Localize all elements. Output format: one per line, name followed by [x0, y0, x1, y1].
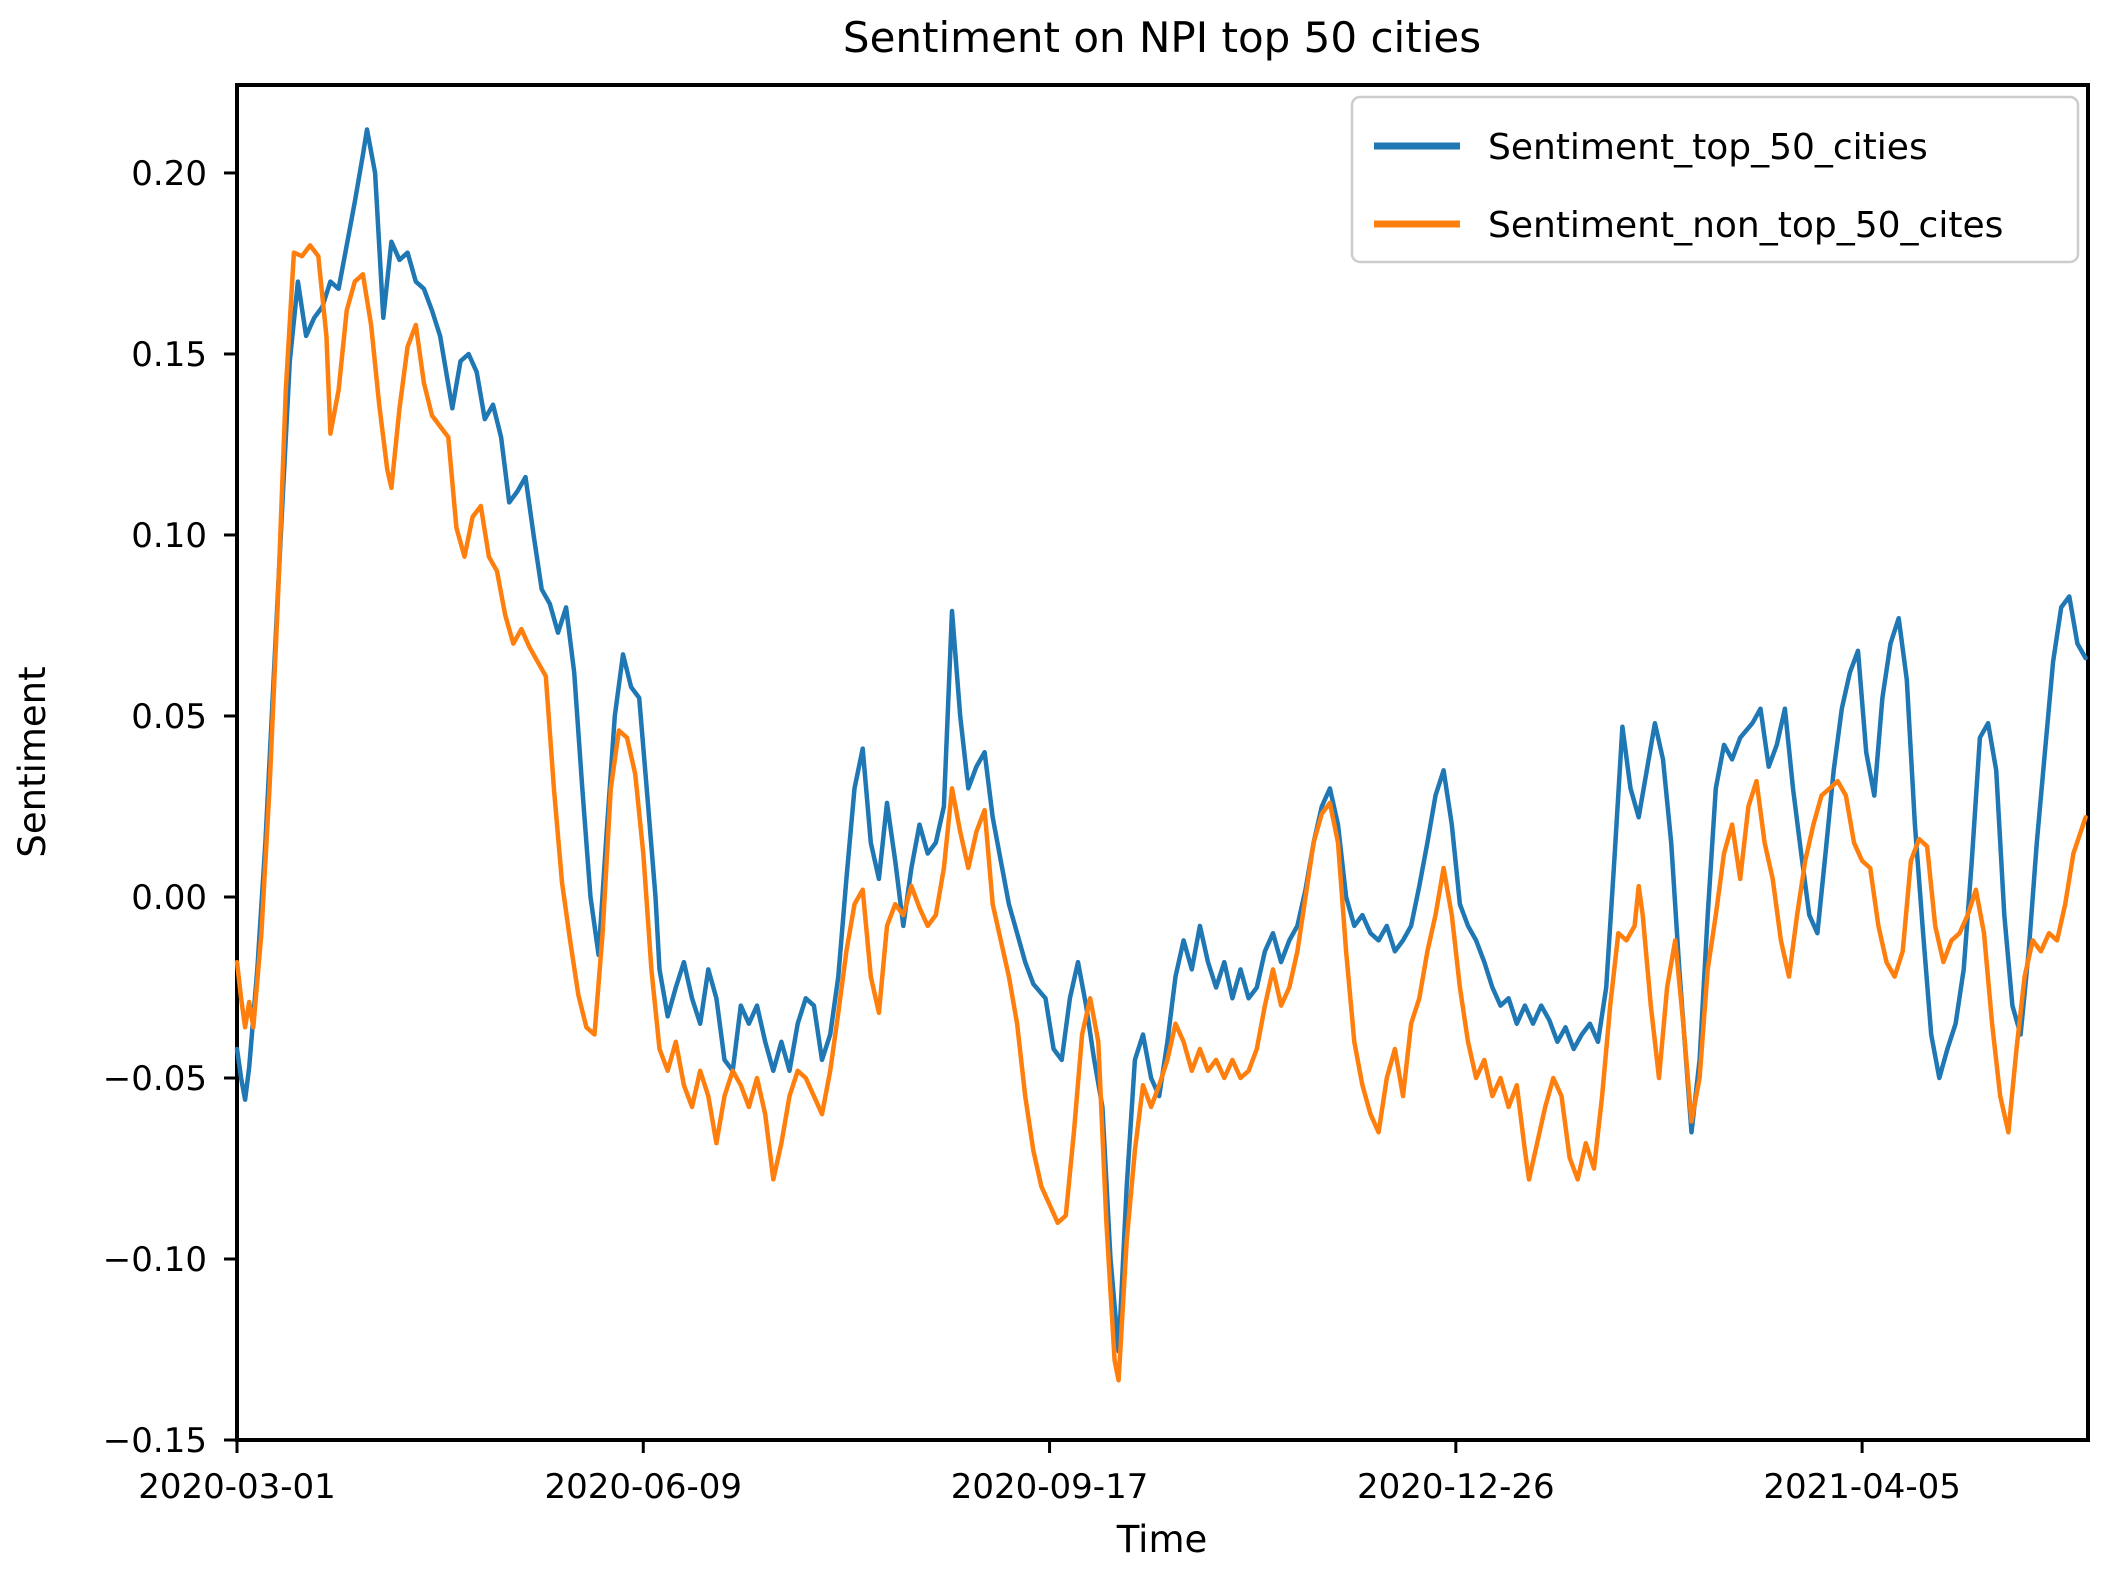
- x-tick-label: 2020-03-01: [138, 1467, 336, 1507]
- y-axis-ticks: 0.20 0.15 0.10 0.05 0.00 −0.05 −0.10 −0.15: [103, 154, 237, 1461]
- series-line-0: [234, 127, 2088, 1354]
- x-axis-label: Time: [1116, 1518, 1208, 1561]
- y-tick-label: 0.00: [131, 878, 207, 918]
- x-tick-label: 2020-12-26: [1357, 1467, 1555, 1507]
- x-tick-label: 2020-09-17: [951, 1467, 1149, 1507]
- series-layer: [234, 127, 2088, 1383]
- y-tick-label: 0.05: [131, 697, 207, 737]
- y-tick-label: −0.05: [103, 1059, 207, 1099]
- x-tick-label: 2020-06-09: [544, 1467, 742, 1507]
- legend-label-top-50: Sentiment_top_50_cities: [1488, 127, 1928, 168]
- x-tick-label: 2021-04-05: [1763, 1467, 1961, 1507]
- legend-frame: [1350, 95, 2080, 264]
- y-tick-label: 0.10: [131, 516, 207, 556]
- legend-label-non-top-50: Sentiment_non_top_50_cites: [1488, 205, 2003, 246]
- chart-title: Sentiment on NPI top 50 cities: [843, 13, 1481, 62]
- series-line-1: [234, 243, 2088, 1383]
- y-tick-label: −0.15: [103, 1421, 207, 1461]
- plot-frame: [235, 83, 2090, 1442]
- y-tick-label: 0.15: [131, 335, 207, 375]
- y-tick-label: 0.20: [131, 154, 207, 194]
- y-tick-label: −0.10: [103, 1240, 207, 1280]
- legend: Sentiment_top_50_cities Sentiment_non_to…: [1350, 95, 2080, 264]
- x-axis-ticks: 2020-03-01 2020-06-09 2020-09-17 2020-12-26…: [138, 1440, 1961, 1507]
- y-axis-label: Sentiment: [11, 666, 54, 857]
